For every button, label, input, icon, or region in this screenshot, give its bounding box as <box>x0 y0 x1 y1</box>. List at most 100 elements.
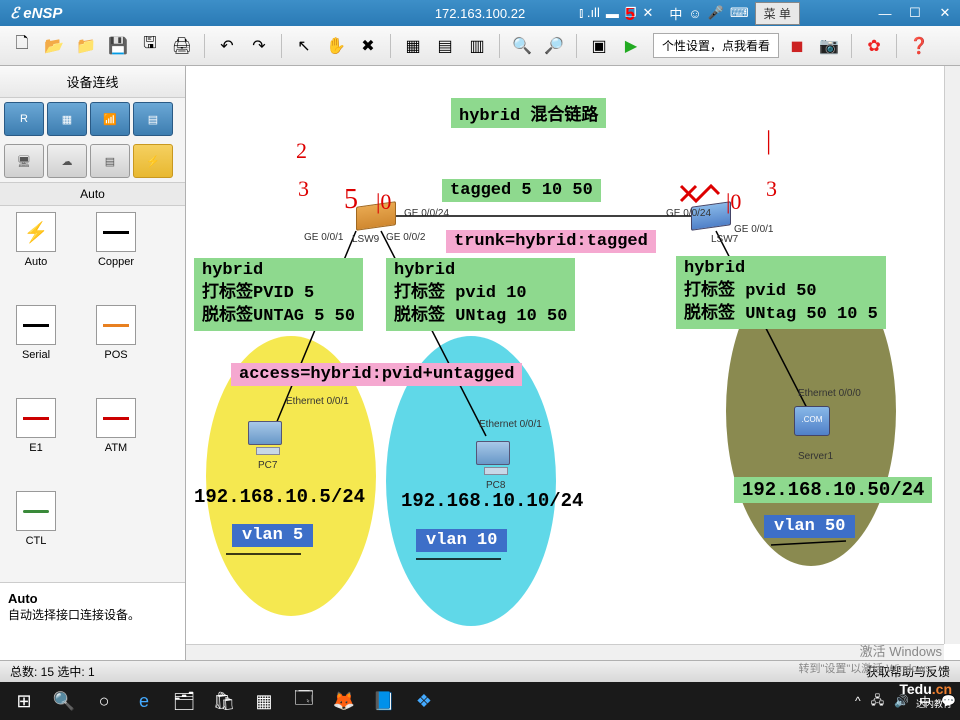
edge-icon[interactable]: e <box>124 682 164 720</box>
main-area: 设备连线 R ▦ 📶 ▤ 🖥 ☁ ▤ ⚡ Auto ⚡Auto Copper S… <box>0 66 960 660</box>
print-icon[interactable]: 🖨 <box>168 32 196 60</box>
app3-icon[interactable]: 📘 <box>364 682 404 720</box>
tray-up-icon[interactable]: ^ <box>855 694 861 708</box>
annot-3r: 3 <box>766 176 777 202</box>
vertical-scrollbar[interactable] <box>944 66 960 644</box>
vlan2-box: vlan 10 <box>416 529 507 552</box>
tool-a-icon[interactable]: ▦ <box>399 32 427 60</box>
restore-small-icon[interactable]: ❐ <box>625 5 637 21</box>
saveall-icon[interactable]: 🖫 <box>136 32 164 60</box>
start-icon[interactable]: ▶ <box>617 32 645 60</box>
capture-icon[interactable]: 📷 <box>815 32 843 60</box>
vlan3-box: vlan 50 <box>764 515 855 538</box>
other-category-icon[interactable]: ▤ <box>90 144 130 178</box>
start-menu-icon[interactable]: ⊞ <box>4 682 44 720</box>
save-icon[interactable]: 💾 <box>104 32 132 60</box>
zoomout-icon[interactable]: 🔎 <box>540 32 568 60</box>
wlan-category-icon[interactable]: 📶 <box>90 102 130 136</box>
device-category-row2: 🖥 ☁ ▤ ⚡ <box>0 140 185 182</box>
tedu-logo: Tedu.cn达内教育 <box>899 681 952 710</box>
minimize-button[interactable]: — <box>870 0 900 26</box>
tray-net-icon[interactable]: 🖧 <box>871 691 884 712</box>
conn-pos[interactable]: POS <box>86 305 146 390</box>
port-ge001-r: GE 0/0/1 <box>734 224 773 235</box>
search-icon[interactable]: 🔍 <box>44 682 84 720</box>
signal-icon: ⫾ .ıll <box>579 5 600 21</box>
router-category-icon[interactable]: R <box>4 102 44 136</box>
sidebar: 设备连线 R ▦ 📶 ▤ 🖥 ☁ ▤ ⚡ Auto ⚡Auto Copper S… <box>0 66 186 660</box>
main-toolbar: 🗋 📂 📁 💾 🖫 🖨 ↶ ↷ ↖ ✋ ✖ ▦ ▤ ▥ 🔍 🔎 ▣ ▶ 个性设置… <box>0 26 960 66</box>
tool-c-icon[interactable]: ▥ <box>463 32 491 60</box>
pointer-icon[interactable]: ↖ <box>290 32 318 60</box>
redo-icon[interactable]: ↷ <box>245 32 273 60</box>
pc7-icon[interactable] <box>248 421 288 457</box>
app1-icon[interactable]: ▦ <box>244 682 284 720</box>
cloud-category-icon[interactable]: ☁ <box>47 144 87 178</box>
ip2-text: 192.168.10.10/24 <box>401 490 583 512</box>
minimize-small-icon[interactable]: ▬ <box>606 6 619 21</box>
help-icon[interactable]: ❓ <box>905 32 933 60</box>
app-logo: ℰ eNSP <box>0 4 72 22</box>
pc-category-icon[interactable]: 🖥 <box>4 144 44 178</box>
pc8-icon[interactable] <box>476 441 516 477</box>
toolbar-hint[interactable]: 个性设置，点我看看 <box>653 33 779 58</box>
status-left: 总数: 15 选中: 1 <box>10 663 95 680</box>
port-ge001-l: GE 0/0/1 <box>304 232 343 243</box>
sidebar-description: Auto 自动选择接口连接设备。 <box>0 582 185 660</box>
conn-atm[interactable]: ATM <box>86 398 146 483</box>
cortana-icon[interactable]: ○ <box>84 682 124 720</box>
annot-10: |0 <box>376 189 391 215</box>
delete-icon[interactable]: ✖ <box>354 32 382 60</box>
conn-serial[interactable]: Serial <box>6 305 66 390</box>
conn-copper[interactable]: Copper <box>86 212 146 297</box>
switch-category-icon[interactable]: ▦ <box>47 102 87 136</box>
folder-icon[interactable]: 📁 <box>72 32 100 60</box>
stop-icon[interactable]: ◼ <box>783 32 811 60</box>
zoomin-icon[interactable]: 🔍 <box>508 32 536 60</box>
ip3-text: 192.168.10.50/24 <box>734 477 932 503</box>
port-eth2: Ethernet 0/0/1 <box>479 419 542 430</box>
lbl-pc8: PC8 <box>486 480 505 491</box>
close-small-icon[interactable]: ✕ <box>643 5 654 21</box>
ensp-task-icon[interactable]: ❖ <box>404 682 444 720</box>
port-ge0024-l: GE 0/0/24 <box>404 208 449 219</box>
ip1-text: 192.168.10.5/24 <box>194 486 365 508</box>
huawei-icon[interactable]: ✿ <box>860 32 888 60</box>
access-box: access=hybrid:pvid+untagged <box>231 363 522 386</box>
firewall-category-icon[interactable]: ▤ <box>133 102 173 136</box>
conn-e1[interactable]: E1 <box>6 398 66 483</box>
maximize-button[interactable]: ☐ <box>900 0 930 26</box>
explorer-icon[interactable]: 🗂 <box>164 682 204 720</box>
connection-category-icon[interactable]: ⚡ <box>133 144 173 178</box>
sidebar-title: 设备连线 <box>0 66 185 98</box>
undo-icon[interactable]: ↶ <box>213 32 241 60</box>
hybrid1-box: hybrid 打标签PVID 5 脱标签UNTAG 5 50 <box>194 258 363 331</box>
server1-icon[interactable]: .COM <box>794 406 834 446</box>
hand-icon[interactable]: ✋ <box>322 32 350 60</box>
panel-icon[interactable]: ▣ <box>585 32 613 60</box>
conn-ctl[interactable]: CTL <box>6 491 66 576</box>
port-ge002: GE 0/0/2 <box>386 232 425 243</box>
windows-taskbar: ⊞ 🔍 ○ e 🗂 🛍 ▦ 🗔 🦊 📘 ❖ ^ 🖧 🔊 中 💬 Tedu.cn达… <box>0 682 960 720</box>
open-icon[interactable]: 📂 <box>40 32 68 60</box>
close-button[interactable]: ✕ <box>930 0 960 26</box>
menu-button[interactable]: 菜 单 <box>755 2 800 25</box>
new-icon[interactable]: 🗋 <box>8 32 36 60</box>
store-icon[interactable]: 🛍 <box>204 682 244 720</box>
connection-list: ⚡Auto Copper Serial POS E1 ATM CTL <box>0 206 185 582</box>
device-category-row1: R ▦ 📶 ▤ <box>0 98 185 140</box>
app2-icon[interactable]: 🗔 <box>284 682 324 720</box>
windows-watermark: 激活 Windows 转到"设置"以激活 Windows。 <box>799 641 943 676</box>
firefox-icon[interactable]: 🦊 <box>324 682 364 720</box>
vlan1-box: vlan 5 <box>232 524 313 547</box>
annot-2: 2 <box>296 138 307 164</box>
desc-title: Auto <box>8 591 38 606</box>
topology-canvas[interactable]: .COM hybrid 混合链路 tagged 5 10 50 trunk=hy… <box>186 66 944 644</box>
lbl-lsw7: LSW7 <box>711 234 738 245</box>
annot-1: | <box>766 126 771 156</box>
conn-auto[interactable]: ⚡Auto <box>6 212 66 297</box>
system-tray[interactable]: ^ 🖧 🔊 中 💬 Tedu.cn达内教育 <box>855 691 956 712</box>
lbl-srv1: Server1 <box>798 451 833 462</box>
canvas-wrapper: .COM hybrid 混合链路 tagged 5 10 50 trunk=hy… <box>186 66 960 660</box>
tool-b-icon[interactable]: ▤ <box>431 32 459 60</box>
